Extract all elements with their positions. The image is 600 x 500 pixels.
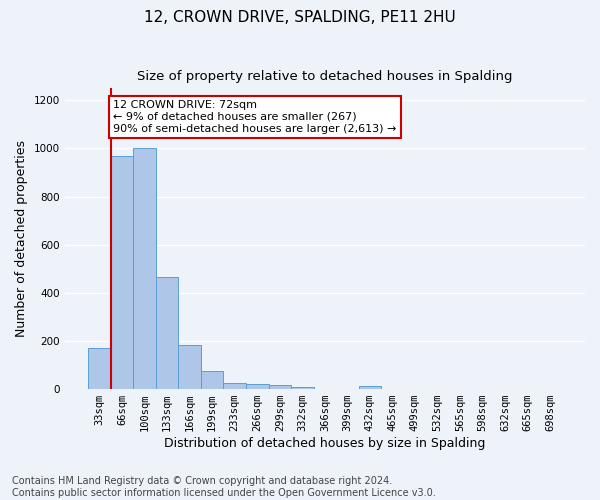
Bar (133, 148, 156, 389)
Bar (246, 384, 269, 389)
Bar (223, 382, 246, 389)
Bar (269, 385, 291, 389)
X-axis label: Distribution of detached houses by size in Spalding: Distribution of detached houses by size … (164, 437, 485, 450)
Text: 12 CROWN DRIVE: 72sqm
← 9% of detached houses are smaller (267)
90% of semi-deta: 12 CROWN DRIVE: 72sqm ← 9% of detached h… (113, 100, 397, 134)
Bar (201, 371, 223, 389)
Bar (156, 277, 178, 389)
Bar (111, 156, 133, 389)
Bar (178, 344, 201, 389)
Text: Contains HM Land Registry data © Crown copyright and database right 2024.
Contai: Contains HM Land Registry data © Crown c… (12, 476, 436, 498)
Bar (291, 386, 314, 389)
Bar (88, 348, 111, 389)
Text: 12, CROWN DRIVE, SPALDING, PE11 2HU: 12, CROWN DRIVE, SPALDING, PE11 2HU (144, 10, 456, 25)
Bar (359, 386, 381, 389)
Title: Size of property relative to detached houses in Spalding: Size of property relative to detached ho… (137, 70, 512, 83)
Y-axis label: Number of detached properties: Number of detached properties (15, 140, 28, 337)
